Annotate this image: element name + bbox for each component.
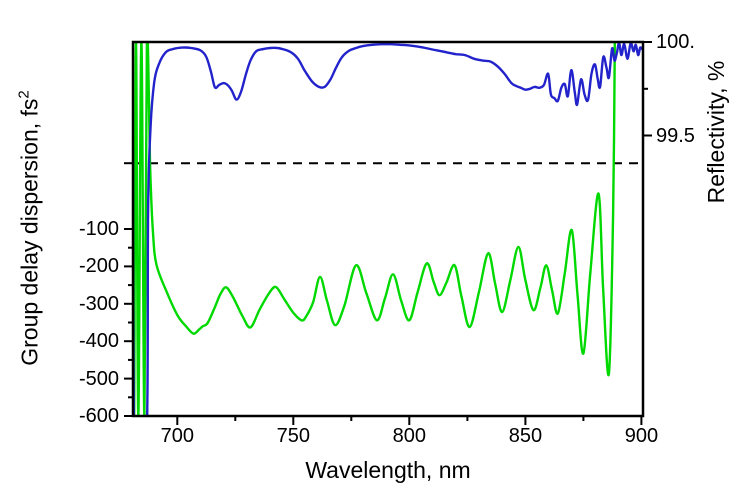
plot-frame [131,40,645,418]
y-left-tick-label: -200 [78,255,119,278]
y-axis-title-left-superscript: 2 [15,90,33,99]
x-tick-label: 700 [160,425,194,447]
x-tick-label: 850 [508,425,543,447]
y-axis-title-left: Group delay dispersion, fs2 [13,90,43,366]
y-right-tick-label: 100. [656,31,695,53]
y-axis-title-left-text: Group delay dispersion, fs [16,98,43,366]
y-axis-title-right: Reflectivity, % [703,60,729,204]
gdd-curve [133,42,617,416]
x-tick-label: 800 [392,425,426,447]
y-left-tick-label: -300 [78,292,119,315]
x-axis-title: Wavelength, nm [305,457,471,483]
y-left-tick-label: -100 [78,218,119,240]
x-tick-label: 900 [624,425,659,447]
reflectivity-curve [133,42,643,416]
x-tick-label: 750 [276,425,310,447]
y-left-tick-label: -500 [78,367,119,390]
y-left-tick-label: -400 [78,330,119,353]
y-right-tick-label: 99.5 [656,124,695,147]
y-left-tick-label: -600 [78,405,119,427]
